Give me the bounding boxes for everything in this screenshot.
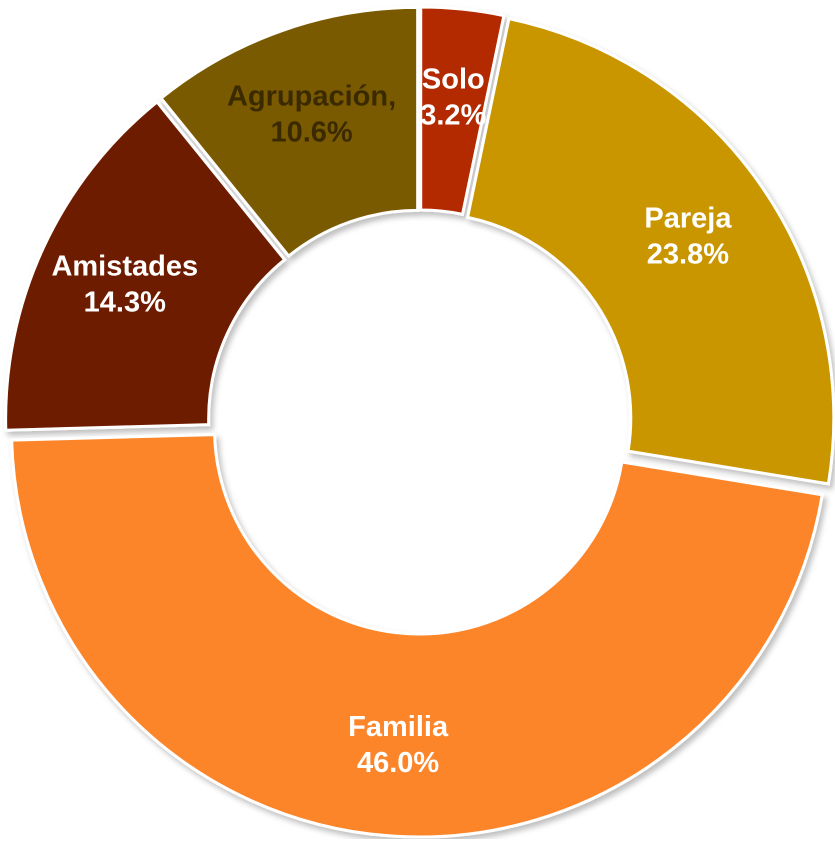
category-label: Amistades xyxy=(51,251,198,283)
category-label: Pareja xyxy=(644,203,732,235)
slice xyxy=(10,433,824,839)
value-label: 14.3% xyxy=(84,287,166,319)
category-label: Agrupación, xyxy=(227,80,396,112)
slices xyxy=(4,5,835,839)
value-label: 23.8% xyxy=(647,239,729,271)
value-label: 10.6% xyxy=(270,116,352,148)
category-label: Familia xyxy=(348,711,449,743)
category-label: Solo xyxy=(422,63,485,95)
slice xyxy=(465,16,835,486)
slice xyxy=(419,5,506,217)
slice xyxy=(4,99,287,432)
value-label: 3.2% xyxy=(420,99,486,131)
slice xyxy=(158,5,420,259)
value-label: 46.0% xyxy=(357,747,439,779)
labels: Solo 3.2% Pareja 23.8% Familia 46.0% Amistades… xyxy=(51,63,732,779)
